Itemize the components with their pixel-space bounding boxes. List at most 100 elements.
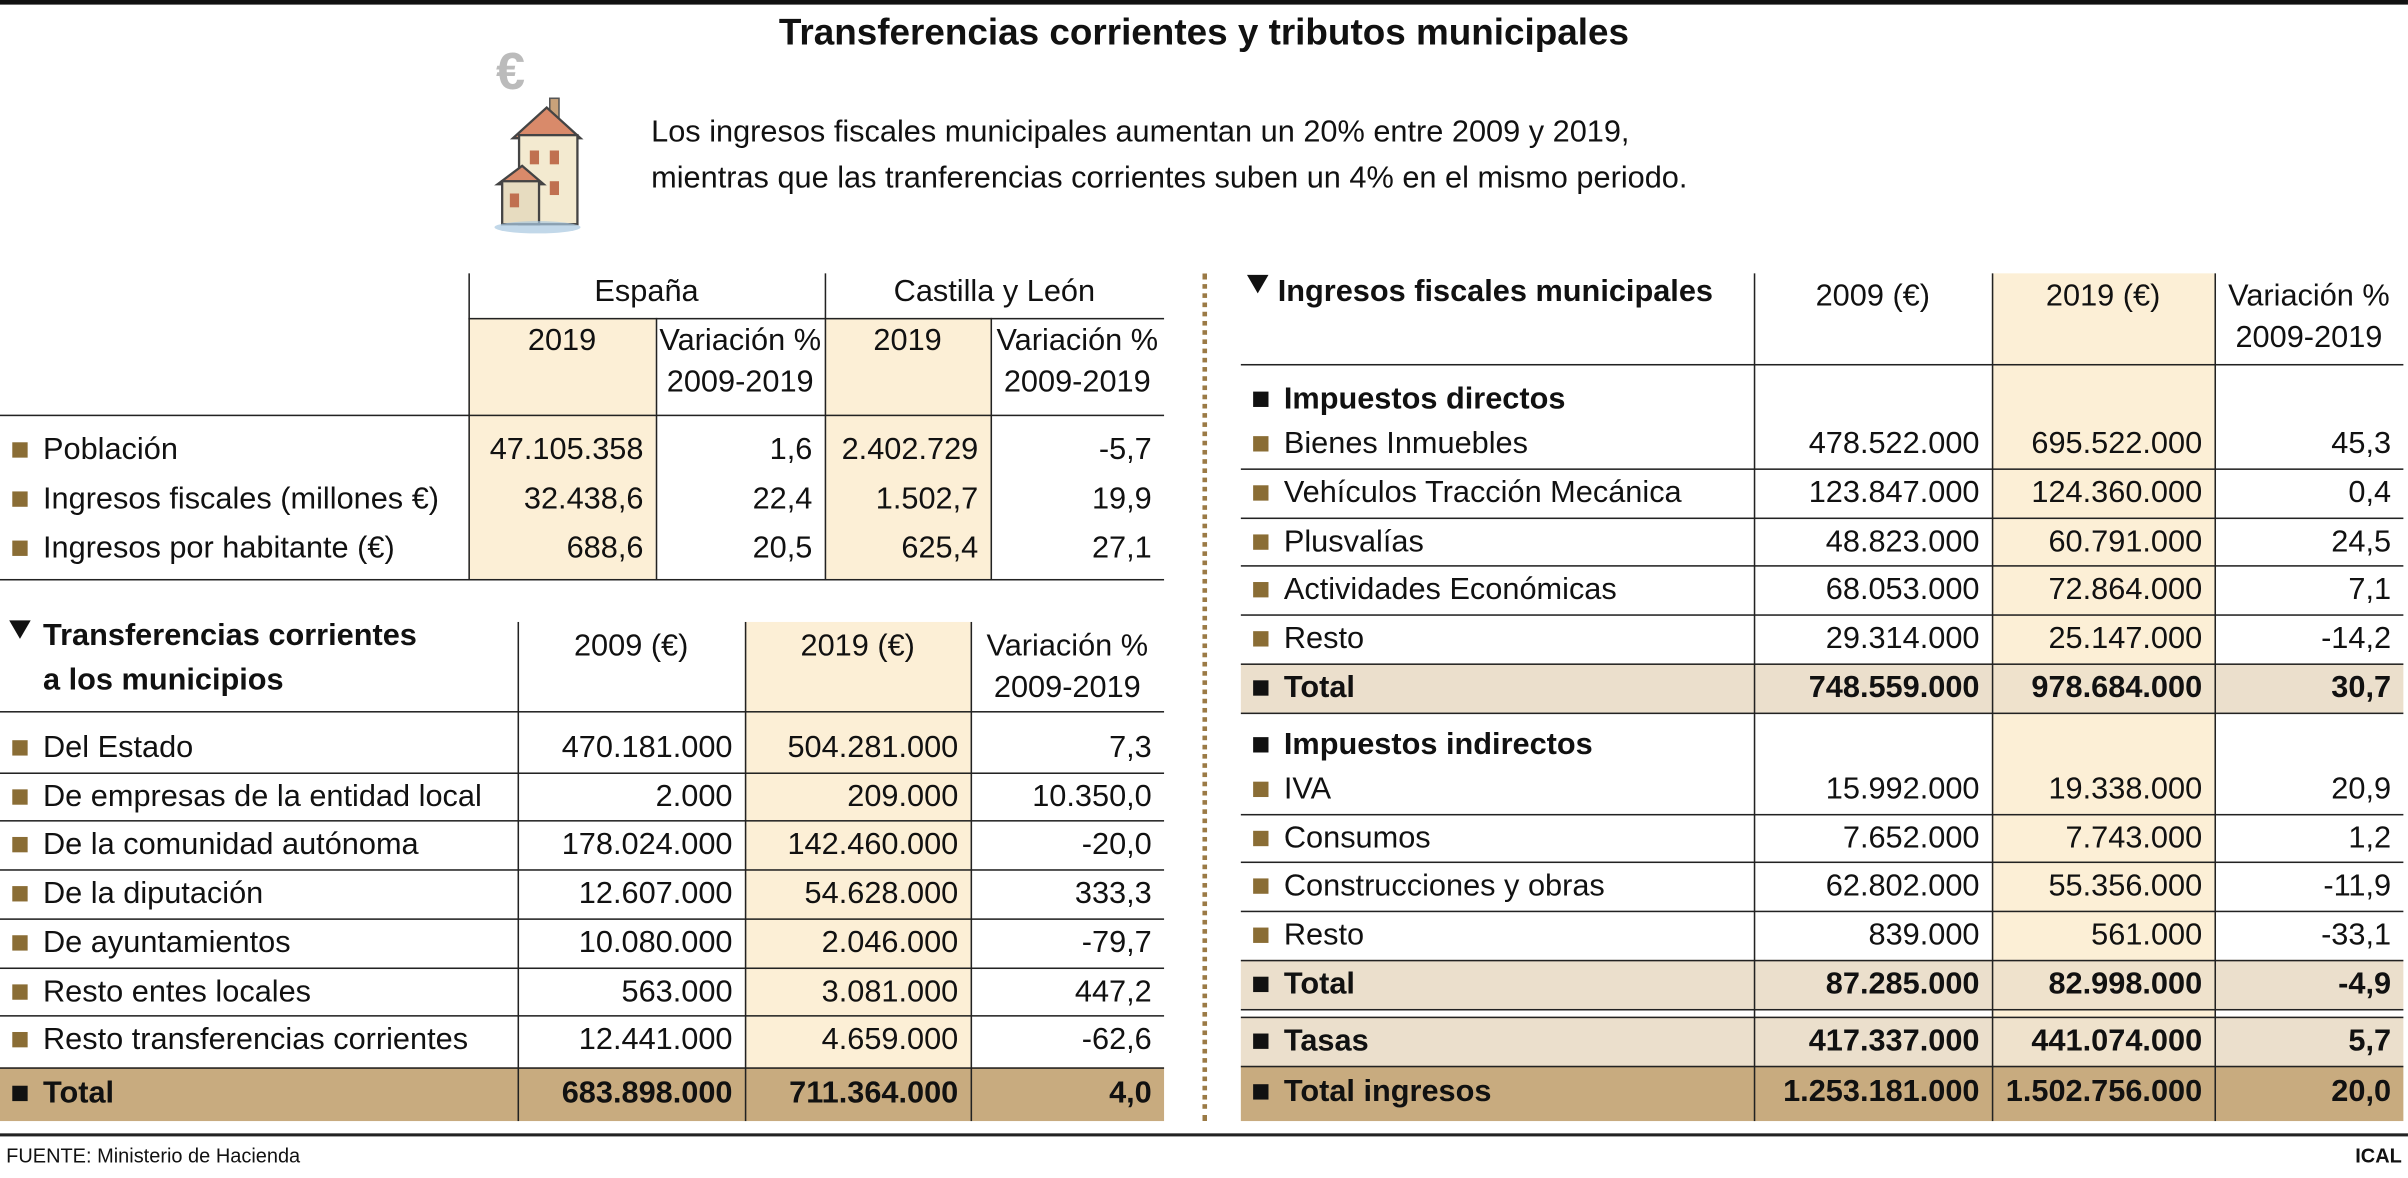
- row-label: Total: [1283, 967, 1355, 1002]
- source: FUENTE: Ministerio de Hacienda: [6, 1144, 301, 1168]
- rule: [970, 621, 973, 1122]
- row-label: Tasas: [1283, 1024, 1369, 1059]
- cell-value: 563.000: [621, 974, 733, 1009]
- row-label: Total: [1283, 671, 1355, 705]
- cell-value: 417.337.000: [1808, 1024, 1980, 1059]
- bullet: [1253, 436, 1269, 452]
- cell-value: 10.350,0: [1032, 779, 1152, 814]
- cell-value: 695.522.000: [2031, 426, 2203, 461]
- bullet: [12, 740, 28, 756]
- rule: [1240, 712, 2404, 715]
- row-label: Del Estado: [42, 730, 194, 765]
- cell-value: 45,3: [2331, 426, 2392, 461]
- bullet: [1253, 391, 1269, 407]
- column-header: Variación %: [2228, 279, 2390, 314]
- rule: [824, 273, 827, 581]
- cell-value: 683.898.000: [561, 1076, 733, 1111]
- cell-value: 47.105.358: [489, 433, 644, 467]
- cell-value: 209.000: [847, 779, 959, 814]
- cell-value: 1.502,7: [875, 482, 979, 516]
- cell-value: -20,0: [1081, 828, 1152, 863]
- bullet: [1253, 781, 1269, 798]
- rule: [0, 1133, 2408, 1137]
- bullet: [12, 934, 28, 951]
- rule: [1240, 663, 2404, 665]
- cell-value: 7,1: [2348, 572, 2392, 607]
- rule: [468, 273, 470, 581]
- cell-value: 2.402.729: [841, 433, 979, 467]
- column-header: 2009-2019: [1003, 365, 1151, 400]
- column-header: Variación %: [986, 629, 1149, 664]
- rule: [1240, 813, 2404, 816]
- bullet: [1253, 830, 1269, 847]
- cell-value: 60.791.000: [2048, 525, 2203, 559]
- svg-text:€: €: [496, 43, 525, 101]
- bullet: [1253, 631, 1269, 647]
- rule: [1240, 614, 2404, 616]
- rule: [1240, 1008, 2404, 1011]
- total-fill: [0, 1067, 1165, 1122]
- bullet: [12, 442, 28, 458]
- bullet: [12, 886, 28, 902]
- cell-value: 30,7: [2331, 671, 2392, 705]
- bullet: [12, 983, 28, 999]
- cell-value: 19,9: [1091, 482, 1152, 516]
- cell-value: 561.000: [2091, 918, 2203, 953]
- cell-value: 5,7: [2348, 1024, 2392, 1059]
- rule: [1240, 517, 2404, 520]
- cell-value: 178.024.000: [561, 828, 733, 863]
- column-header: 2019 (€): [800, 629, 915, 664]
- cell-value: 55.356.000: [2048, 869, 2203, 903]
- rule: [0, 820, 1165, 822]
- rule: [744, 621, 747, 1122]
- column-header: 2019: [873, 324, 942, 358]
- column-header: 2009 (€): [1815, 279, 1930, 314]
- cell-value: 62.802.000: [1825, 869, 1980, 903]
- column-header: 2009 (€): [573, 629, 689, 664]
- house-icon: €: [494, 43, 584, 234]
- row-label: De la comunidad autónoma: [42, 828, 419, 863]
- cell-value: 27,1: [1091, 531, 1152, 566]
- row-label: Resto entes locales: [42, 974, 312, 1009]
- cell-fill: [744, 621, 971, 1068]
- rule: [468, 317, 1165, 320]
- cell-value: -33,1: [2321, 918, 2392, 953]
- column-header: 2009-2019: [666, 365, 814, 400]
- row-label: Población: [42, 433, 178, 467]
- rule: [0, 918, 1165, 920]
- cell-value: 12.607.000: [578, 877, 733, 911]
- bullet: [12, 1032, 28, 1048]
- top-rule: [0, 0, 2408, 5]
- cell-value: 15.992.000: [1825, 772, 1980, 807]
- cell-value: 29.314.000: [1825, 621, 1980, 656]
- cell-value: 978.684.000: [2031, 671, 2203, 705]
- rule: [0, 1015, 1165, 1017]
- cell-value: 688,6: [566, 531, 644, 566]
- cell-value: 123.847.000: [1808, 476, 1980, 510]
- rule: [1240, 861, 2404, 864]
- rule: [1240, 959, 2404, 962]
- rule: [1240, 565, 2404, 567]
- rule: [0, 578, 1165, 581]
- cell-value: -5,7: [1098, 433, 1152, 467]
- column-header: Variación %: [659, 324, 821, 358]
- table-title: Ingresos fiscales municipales: [1277, 274, 1714, 309]
- total-fill: [1991, 959, 2215, 1009]
- row-label: Actividades Económicas: [1283, 572, 1617, 607]
- cell-value: 72.864.000: [2048, 572, 2203, 607]
- triangle: [1246, 274, 1269, 294]
- row-label: Resto: [1283, 918, 1365, 953]
- cell-value: 25.147.000: [2048, 621, 2203, 656]
- bullet: [1253, 1084, 1269, 1100]
- column-header: Variación %: [996, 324, 1159, 358]
- section-header: Impuestos indirectos: [1283, 727, 1593, 762]
- bullet: [1253, 534, 1269, 550]
- bullet: [1253, 976, 1269, 993]
- row-label: Bienes Inmuebles: [1283, 426, 1528, 461]
- rule: [1240, 910, 2404, 913]
- cell-value: 32.438,6: [523, 482, 644, 516]
- cell-value: 10.080.000: [578, 925, 733, 960]
- cell-value: 4.659.000: [821, 1023, 959, 1057]
- cell-value: 711.364.000: [789, 1076, 959, 1111]
